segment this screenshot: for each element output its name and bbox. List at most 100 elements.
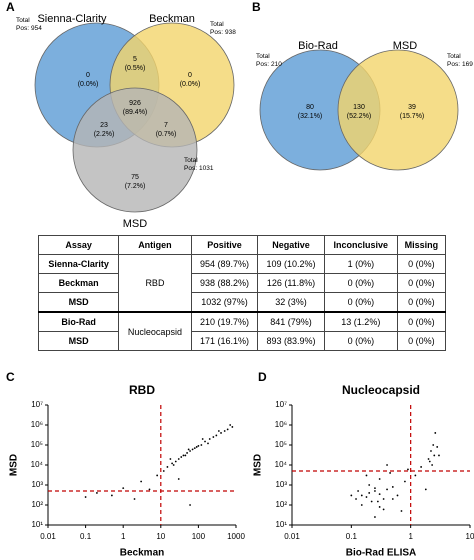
data-point: [193, 447, 196, 449]
set-total: Total Pos: 1031: [184, 157, 214, 172]
data-point: [432, 444, 435, 446]
data-point: [208, 438, 211, 440]
value-cell: 0 (0%): [396, 331, 447, 351]
value-cell: 126 (11.8%): [257, 273, 325, 293]
x-tick-label: 0.1: [346, 532, 358, 541]
y-tick-label: 10³: [275, 480, 287, 489]
x-axis-label: Beckman: [120, 548, 164, 559]
total-value: 1031: [199, 165, 214, 172]
data-point: [212, 436, 215, 438]
data-point: [360, 494, 363, 497]
region-percent: (0.5%): [125, 65, 146, 72]
region-count: 0: [86, 72, 90, 79]
data-point: [414, 474, 417, 477]
data-point: [195, 446, 198, 448]
y-tick-label: 10⁵: [31, 440, 43, 449]
data-point: [424, 488, 427, 491]
panel-label: D: [258, 370, 267, 384]
y-tick-label: 10⁶: [31, 420, 43, 429]
region-count: 7: [164, 122, 168, 129]
data-point: [186, 452, 188, 454]
region-count: 23: [100, 122, 108, 129]
set-name: Sienna-Clarity: [37, 13, 107, 25]
region-percent: (0.0%): [180, 81, 201, 88]
region-percent: (0.7%): [156, 131, 177, 138]
assay-cell: MSD: [37, 292, 120, 313]
region-percent: (15.7%): [400, 113, 425, 120]
x-tick-label: 0.01: [284, 532, 300, 541]
data-point: [172, 464, 175, 466]
value-cell: 13 (1.2%): [323, 311, 398, 332]
region-count: 0: [188, 72, 192, 79]
data-point: [365, 474, 368, 477]
header-cell: Assay: [37, 235, 120, 255]
panel-label: B: [252, 0, 261, 14]
y-tick-label: 10⁶: [275, 420, 287, 429]
value-cell: 0 (0%): [323, 292, 398, 313]
data-point: [391, 498, 394, 500]
data-point: [162, 470, 165, 472]
data-point: [204, 440, 206, 443]
data-point: [187, 448, 190, 451]
y-tick-label: 10²: [275, 500, 287, 509]
data-point: [180, 456, 183, 458]
data-point: [436, 446, 439, 448]
value-cell: 841 (79%): [257, 311, 325, 332]
results-table: Assay Antigen Positive Negative Inconclusive…: [37, 235, 447, 351]
data-point: [148, 488, 151, 491]
x-tick-label: 100: [192, 532, 206, 541]
value-cell: 1032 (97%): [190, 292, 259, 313]
data-point: [427, 458, 430, 460]
total-caption: Total: [16, 17, 30, 24]
data-point: [174, 460, 177, 463]
data-point: [140, 480, 143, 483]
data-point: [189, 504, 191, 506]
data-point: [378, 493, 381, 496]
data-point: [365, 496, 368, 498]
region-percent: (32.1%): [298, 113, 323, 120]
data-point: [84, 496, 87, 498]
y-tick-label: 10⁷: [31, 400, 43, 409]
data-point: [391, 486, 394, 488]
set-name: MSD: [123, 218, 148, 230]
region-count: 75: [131, 174, 139, 181]
data-point: [350, 494, 353, 497]
set-total: Total Pos: 938: [210, 21, 236, 36]
pos-caption: Pos:: [210, 29, 223, 36]
data-point: [368, 484, 371, 486]
data-point: [378, 506, 381, 508]
antigen-cell: RBD: [118, 254, 192, 313]
total-caption: Total: [256, 53, 270, 60]
data-point: [396, 494, 399, 497]
data-point: [376, 500, 379, 503]
assay-cell: MSD: [37, 331, 120, 351]
total-value: 169: [462, 61, 473, 68]
data-point: [374, 487, 376, 489]
header-cell: Positive: [190, 235, 259, 255]
data-point: [433, 454, 436, 457]
set-name: Bio-Rad: [298, 40, 338, 52]
data-point: [182, 454, 185, 457]
data-point: [368, 492, 371, 494]
data-point: [200, 444, 203, 446]
value-cell: 0 (0%): [396, 273, 447, 293]
table-row: MSD 171 (16.1%) 893 (83.9%) 0 (0%) 0 (0%): [37, 331, 447, 351]
x-tick-label: 0.1: [80, 532, 92, 541]
data-point: [382, 498, 385, 500]
data-point: [378, 478, 381, 480]
value-cell: 0 (0%): [323, 273, 398, 293]
set-circle: [72, 87, 198, 213]
y-axis-label: MSD: [9, 454, 20, 476]
data-point: [122, 487, 125, 489]
data-point: [420, 466, 423, 468]
data-point: [169, 458, 172, 460]
data-point: [431, 464, 434, 466]
data-point: [226, 428, 229, 431]
value-cell: 1 (0%): [323, 254, 398, 274]
data-point: [156, 474, 159, 477]
data-point: [133, 498, 136, 500]
header-cell: Missing: [396, 235, 447, 255]
y-tick-label: 10⁵: [275, 440, 287, 449]
table-row: Beckman 938 (88.2%) 126 (11.8%) 0 (0%) 0 (0%…: [37, 273, 447, 293]
